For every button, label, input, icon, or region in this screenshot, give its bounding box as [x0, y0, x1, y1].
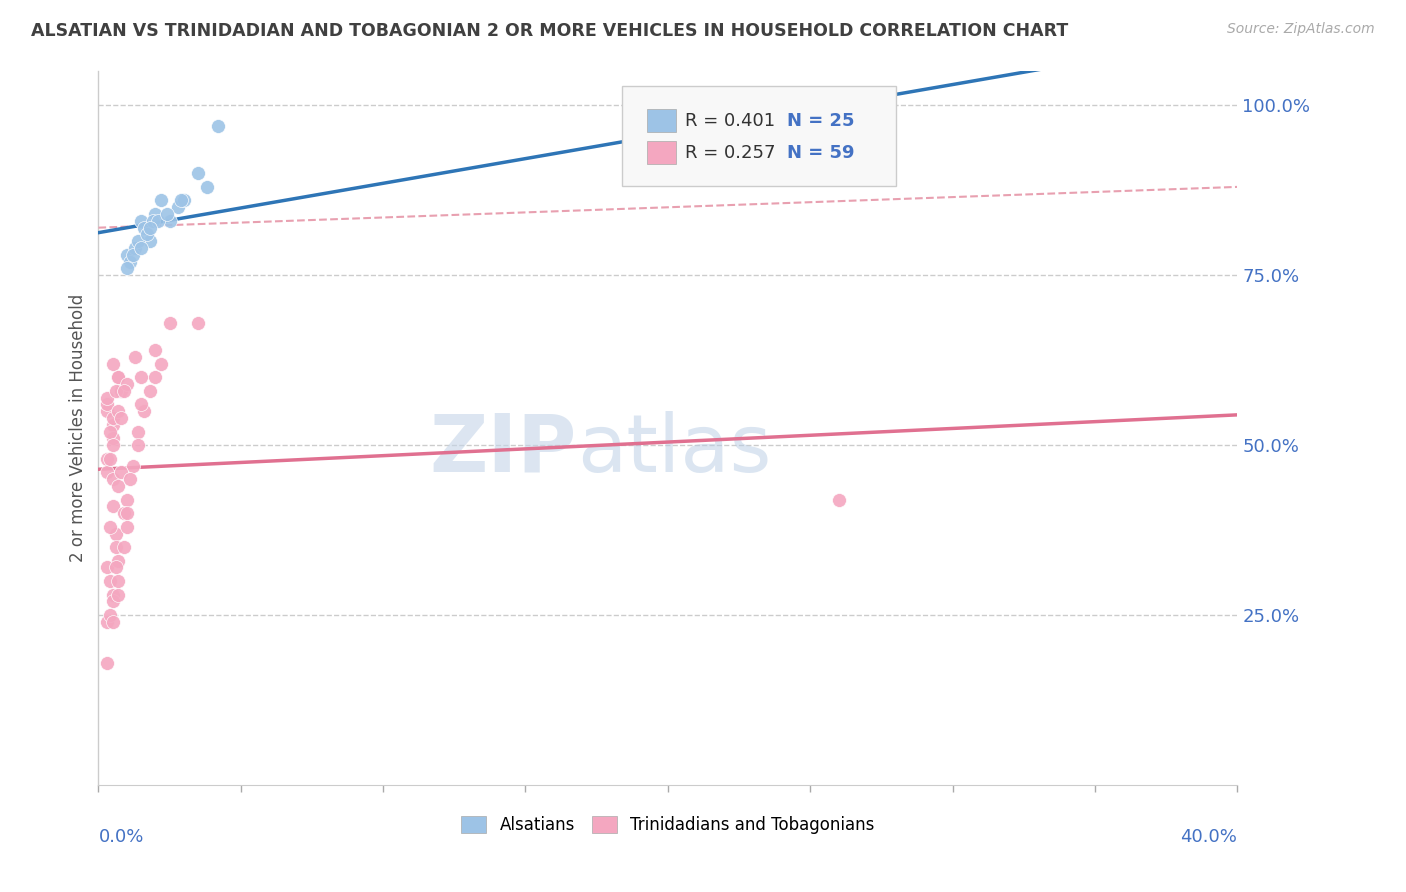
Point — [107, 404, 129, 418]
Text: 40.0%: 40.0% — [1181, 828, 1237, 846]
Point — [96, 560, 118, 574]
Point — [129, 214, 152, 228]
Point — [138, 384, 160, 398]
Point — [132, 220, 155, 235]
Point — [115, 506, 138, 520]
Point — [101, 588, 124, 602]
Point — [121, 248, 143, 262]
Point — [101, 411, 124, 425]
Point — [98, 519, 121, 533]
Point — [98, 451, 121, 466]
Point — [104, 526, 127, 541]
Point — [173, 194, 195, 208]
Point — [104, 540, 127, 554]
Point — [104, 384, 127, 398]
Point — [129, 397, 152, 411]
Point — [156, 207, 179, 221]
Point — [101, 431, 124, 445]
Point — [167, 200, 190, 214]
Point — [141, 214, 163, 228]
Point — [124, 350, 146, 364]
Point — [187, 316, 209, 330]
Point — [118, 472, 141, 486]
FancyBboxPatch shape — [647, 109, 676, 132]
Point — [115, 492, 138, 507]
Point — [127, 425, 149, 439]
Point — [101, 615, 124, 629]
Point — [101, 417, 124, 432]
Point — [107, 370, 129, 384]
Point — [138, 220, 160, 235]
Point — [207, 119, 229, 133]
Legend: Alsatians, Trinidadians and Tobagonians: Alsatians, Trinidadians and Tobagonians — [454, 809, 882, 841]
Point — [115, 261, 138, 276]
Point — [135, 227, 157, 242]
Point — [112, 540, 135, 554]
Point — [129, 241, 152, 255]
Point — [828, 119, 851, 133]
Point — [96, 451, 118, 466]
Point — [145, 343, 167, 357]
Point — [145, 207, 167, 221]
Point — [107, 574, 129, 588]
Point — [115, 376, 138, 391]
Point — [195, 180, 218, 194]
Point — [96, 391, 118, 405]
Point — [107, 554, 129, 568]
Point — [115, 519, 138, 533]
Point — [170, 194, 193, 208]
Text: ALSATIAN VS TRINIDADIAN AND TOBAGONIAN 2 OR MORE VEHICLES IN HOUSEHOLD CORRELATI: ALSATIAN VS TRINIDADIAN AND TOBAGONIAN 2… — [31, 22, 1069, 40]
Y-axis label: 2 or more Vehicles in Household: 2 or more Vehicles in Household — [69, 294, 87, 562]
Point — [138, 234, 160, 248]
Text: 0.0%: 0.0% — [98, 828, 143, 846]
Point — [112, 506, 135, 520]
Point — [110, 411, 132, 425]
Point — [96, 656, 118, 670]
Point — [101, 438, 124, 452]
Point — [112, 384, 135, 398]
Point — [98, 574, 121, 588]
Point — [121, 458, 143, 473]
Text: R = 0.401: R = 0.401 — [685, 112, 775, 130]
Point — [828, 492, 851, 507]
Point — [96, 615, 118, 629]
Point — [107, 588, 129, 602]
Point — [127, 234, 149, 248]
Point — [98, 425, 121, 439]
Text: R = 0.257: R = 0.257 — [685, 145, 776, 162]
Point — [96, 404, 118, 418]
Point — [107, 479, 129, 493]
Point — [118, 254, 141, 268]
Point — [127, 438, 149, 452]
Point — [96, 466, 118, 480]
Point — [159, 214, 181, 228]
Point — [132, 404, 155, 418]
Point — [101, 500, 124, 514]
Point — [150, 194, 173, 208]
Point — [101, 594, 124, 608]
Point — [115, 248, 138, 262]
Point — [96, 397, 118, 411]
Point — [129, 370, 152, 384]
Point — [101, 357, 124, 371]
Point — [110, 384, 132, 398]
Point — [98, 608, 121, 623]
Point — [107, 370, 129, 384]
FancyBboxPatch shape — [623, 86, 896, 186]
Point — [148, 214, 170, 228]
Text: N = 25: N = 25 — [787, 112, 855, 130]
Text: N = 59: N = 59 — [787, 145, 855, 162]
Text: Source: ZipAtlas.com: Source: ZipAtlas.com — [1227, 22, 1375, 37]
Point — [124, 241, 146, 255]
Point — [150, 357, 173, 371]
Point — [104, 560, 127, 574]
Text: atlas: atlas — [576, 410, 770, 489]
Point — [187, 166, 209, 180]
Point — [110, 466, 132, 480]
Text: ZIP: ZIP — [429, 410, 576, 489]
Point — [101, 472, 124, 486]
Point — [145, 370, 167, 384]
FancyBboxPatch shape — [647, 141, 676, 164]
Point — [159, 316, 181, 330]
